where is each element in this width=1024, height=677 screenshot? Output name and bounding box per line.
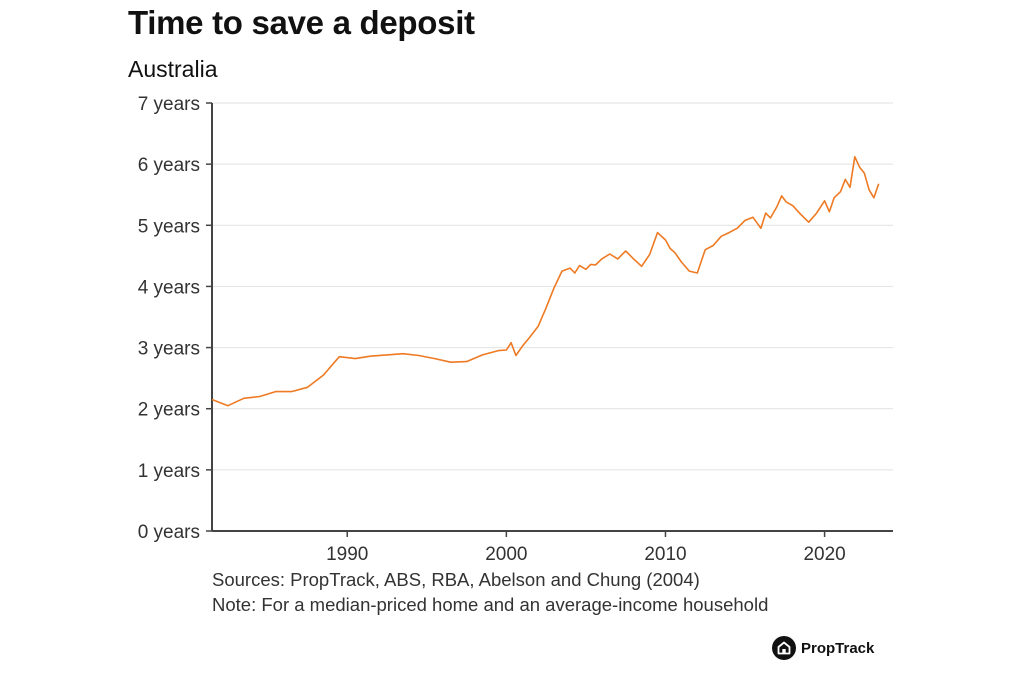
logo-text: PropTrack bbox=[801, 639, 875, 657]
footnote: Note: For a median-priced home and an av… bbox=[212, 594, 769, 615]
axes bbox=[211, 103, 893, 532]
series-line bbox=[211, 156, 880, 407]
y-tick-label: 6 years bbox=[138, 155, 200, 176]
y-tick-label: 4 years bbox=[138, 277, 200, 298]
gridlines bbox=[212, 102, 893, 471]
proptrack-logo: PropTrack bbox=[772, 636, 874, 660]
sources-note: Sources: PropTrack, ABS, RBA, Abelson an… bbox=[212, 569, 700, 590]
x-axis-ticks: 1990 2000 2010 2020 bbox=[326, 531, 846, 565]
x-tick-label: 2000 bbox=[485, 544, 527, 565]
y-axis-ticks: 0 years 1 years 2 years 3 years 4 years 5 yea… bbox=[138, 94, 212, 543]
x-tick-label: 1990 bbox=[326, 544, 368, 565]
y-tick-label: 0 years bbox=[138, 522, 200, 543]
y-tick-label: 2 years bbox=[138, 400, 200, 421]
x-tick-label: 2010 bbox=[644, 544, 686, 565]
y-tick-label: 5 years bbox=[138, 216, 200, 237]
y-tick-label: 3 years bbox=[138, 339, 200, 360]
y-tick-label: 7 years bbox=[138, 94, 200, 115]
y-tick-label: 1 years bbox=[138, 461, 200, 482]
x-tick-label: 2020 bbox=[803, 544, 845, 565]
house-icon bbox=[772, 636, 796, 660]
chart-title: Time to save a deposit bbox=[128, 4, 475, 41]
series-layer bbox=[211, 156, 880, 407]
chart-subtitle: Australia bbox=[128, 56, 218, 82]
